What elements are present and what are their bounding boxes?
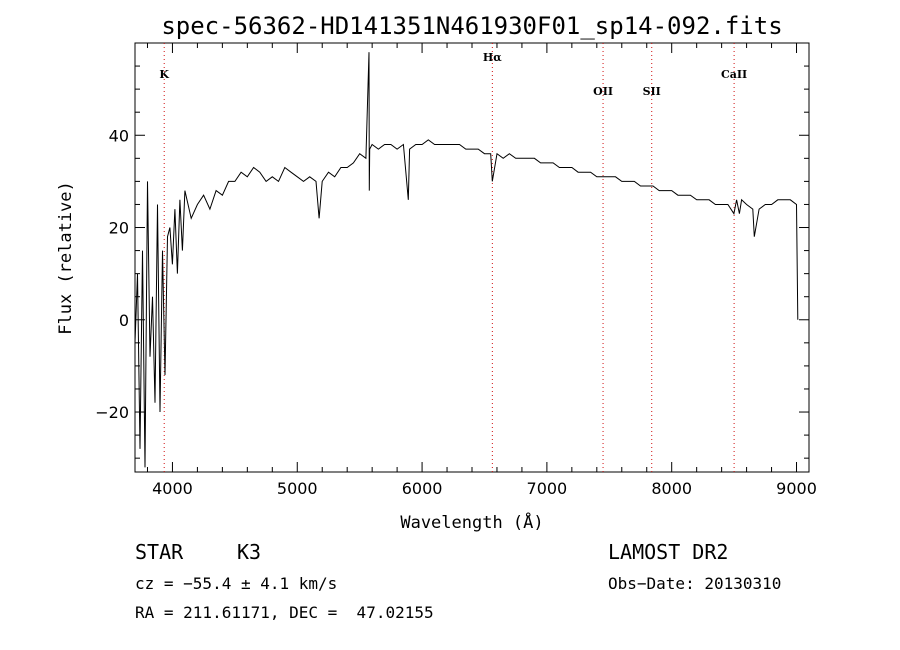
x-tick-label: 8000 [651,479,692,498]
chart-title: spec-56362-HD141351N461930F01_sp14-092.f… [161,12,782,40]
x-tick-label: 4000 [152,479,193,498]
axis-ticks [135,43,809,472]
x-axis-label: Wavelength (Å) [400,511,543,533]
survey-name: LAMOST DR2 [608,540,729,564]
spectral-line-label: K [159,68,169,81]
object-class: STAR [135,540,184,564]
y-tick-label: 40 [109,126,129,145]
x-tick-label: 6000 [402,479,443,498]
coordinates: RA = 211.61171, DEC = 47.02155 [135,603,434,622]
spectrum-line [134,52,799,468]
axis-tick-labels: 4000 5000 6000 7000 8000 9000 −20 0 20 40 [95,126,817,498]
x-tick-label: 7000 [527,479,568,498]
y-tick-label: 0 [119,311,129,330]
y-axis-label: Flux (relative) [56,181,76,335]
spectral-line-markers: K Hα OII SII CaII [159,43,747,472]
spectral-line-label: Hα [483,51,502,64]
x-tick-label: 5000 [277,479,318,498]
observation-date: Obs−Date: 20130310 [608,574,782,593]
spectral-line-label: OII [593,85,613,98]
y-tick-label: 20 [109,219,129,238]
subclass: K3 [237,540,262,564]
x-tick-label: 9000 [776,479,817,498]
redshift-velocity: cz = −55.4 ± 4.1 km/s [135,574,338,593]
y-tick-label: −20 [95,403,129,422]
spectral-line-label: SII [643,85,661,98]
plot-frame [134,42,810,473]
spectral-line-label: CaII [721,68,747,81]
